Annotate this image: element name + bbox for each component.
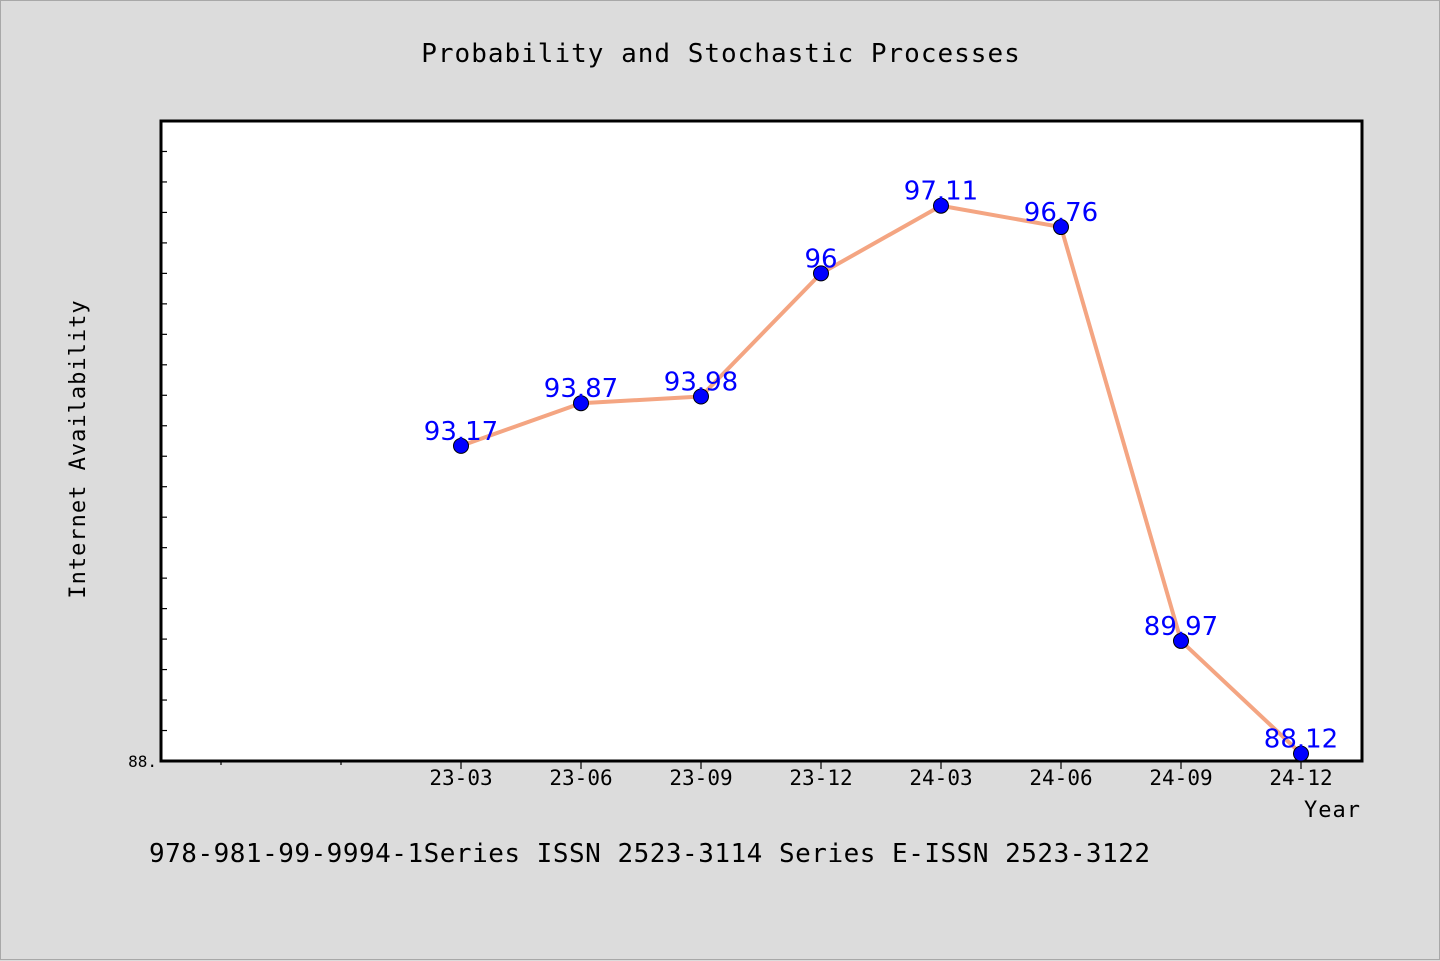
x-axis-title: Year — [1304, 798, 1361, 823]
series-markers — [453, 197, 1309, 762]
y-tick-label: 88. — [128, 752, 157, 771]
data-point — [1053, 219, 1069, 236]
data-point — [693, 388, 709, 405]
x-tick-label: 23-06 — [549, 766, 612, 790]
series-line — [459, 203, 1303, 756]
series-line-path — [459, 203, 1303, 756]
data-point — [1173, 632, 1189, 649]
data-label: 97.11 — [904, 177, 978, 207]
x-tick-label: 24-03 — [909, 766, 972, 790]
data-label: 96 — [804, 244, 837, 274]
data-point — [933, 197, 949, 214]
y-axis-title: Internet Availability — [66, 299, 91, 598]
data-label: 88.12 — [1264, 725, 1338, 755]
data-label: 96.76 — [1024, 198, 1098, 228]
x-tick-label: 24-09 — [1149, 766, 1212, 790]
data-label: 93.17 — [424, 417, 498, 447]
x-tick-label: 24-12 — [1269, 766, 1332, 790]
x-tick-label: 24-06 — [1029, 766, 1092, 790]
data-label: 93.98 — [664, 368, 738, 398]
data-point — [573, 395, 589, 412]
data-point — [1293, 745, 1309, 762]
x-tick-label: 23-03 — [429, 766, 492, 790]
chart-title: Probability and Stochastic Processes — [421, 39, 1021, 69]
y-axis-ticks — [161, 120, 167, 762]
footer-isbn-text: 978-981-99-9994-1Series ISSN 2523-3114 S… — [149, 839, 1151, 869]
data-label: 93.87 — [544, 374, 618, 404]
plot-area — [159, 119, 1364, 763]
x-tick-label: 23-09 — [669, 766, 732, 790]
data-labels: 93.17 93.87 93.98 96 97.11 96.76 89.97 88.12 — [424, 177, 1338, 755]
data-label: 89.97 — [1144, 612, 1218, 642]
x-axis-ticks: 23-03 23-06 23-09 23-12 24-03 24-06 24-09 24-12 — [220, 761, 1333, 790]
x-tick-label: 23-12 — [789, 766, 852, 790]
data-point — [453, 437, 469, 454]
data-point — [813, 265, 829, 282]
